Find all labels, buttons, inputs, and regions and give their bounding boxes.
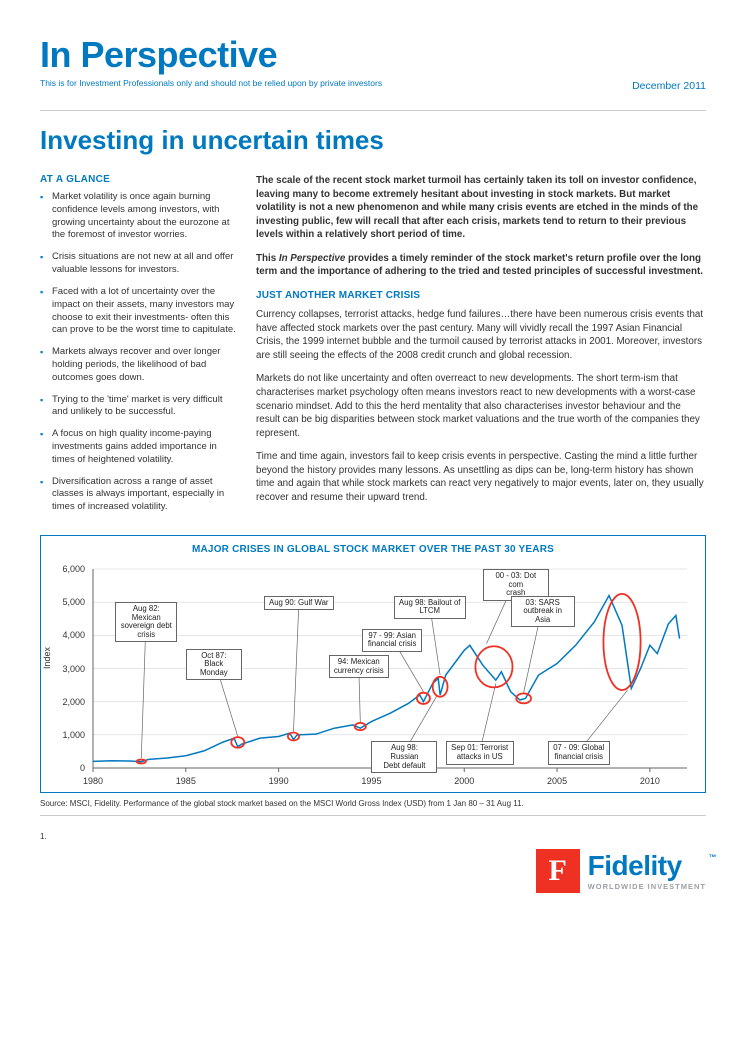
glance-item: Trying to the 'time' market is very diff… [40, 394, 238, 420]
header-rule [40, 110, 706, 111]
glance-list: Market volatility is once again burning … [40, 191, 238, 514]
glance-item: Market volatility is once again burning … [40, 191, 238, 242]
chart-source: Source: MSCI, Fidelity. Performance of t… [40, 799, 706, 809]
glance-item: A focus on high quality income-paying in… [40, 428, 238, 466]
lede-paragraph-2: This In Perspective provides a timely re… [256, 252, 706, 279]
body-paragraph: Markets do not like uncertainty and ofte… [256, 372, 706, 440]
glance-heading: AT A GLANCE [40, 174, 238, 185]
article-body: The scale of the recent stock market tur… [256, 174, 706, 523]
crisis-chart-box: MAJOR CRISES IN GLOBAL STOCK MARKET OVER… [40, 535, 706, 793]
top-disclaimer: This is for Investment Professionals onl… [40, 78, 382, 88]
brand-logo-mark: F [536, 849, 580, 893]
masthead: In Perspective [40, 34, 706, 76]
brand-footer: F Fidelity™ WORLDWIDE INVESTMENT [0, 841, 746, 913]
lede-paragraph: The scale of the recent stock market tur… [256, 174, 706, 242]
glance-item: Crisis situations are not new at all and… [40, 251, 238, 277]
body-paragraph: Time and time again, investors fail to k… [256, 450, 706, 504]
chart-plot-area: 01,0002,0003,0004,0005,0006,000198019851… [51, 561, 695, 786]
article-headline: Investing in uncertain times [40, 125, 706, 156]
document-date: December 2011 [632, 78, 706, 92]
glance-item: Markets always recover and over longer h… [40, 346, 238, 384]
section-subheading: JUST ANOTHER MARKET CRISIS [256, 289, 706, 303]
footer-rule [40, 815, 706, 816]
body-paragraph: Currency collapses, terrorist attacks, h… [256, 308, 706, 362]
glance-item: Faced with a lot of uncertainty over the… [40, 286, 238, 337]
chart-title: MAJOR CRISES IN GLOBAL STOCK MARKET OVER… [51, 544, 695, 555]
page-number: 1. [0, 828, 746, 841]
brand-name: Fidelity™ [588, 852, 706, 880]
brand-tagline: WORLDWIDE INVESTMENT [588, 882, 706, 891]
at-a-glance-sidebar: AT A GLANCE Market volatility is once ag… [40, 174, 238, 523]
glance-item: Diversification across a range of asset … [40, 476, 238, 514]
